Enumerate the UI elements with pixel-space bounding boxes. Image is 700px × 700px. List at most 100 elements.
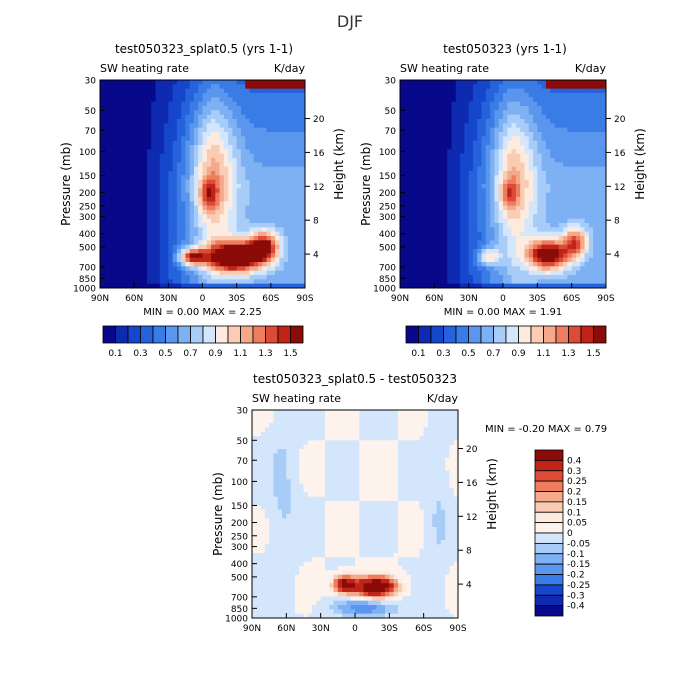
heatmap-cell [537, 184, 543, 189]
heatmap-cell [417, 210, 422, 215]
heatmap-cell [202, 231, 208, 237]
heatmap-cell [198, 201, 203, 207]
heatmap-cell [528, 106, 534, 111]
heatmap-cell [537, 158, 543, 163]
heatmap-cell [567, 97, 573, 103]
heatmap-cell [490, 153, 495, 159]
heatmap-cell [558, 218, 564, 224]
heatmap-cell [146, 140, 152, 146]
heatmap-cell [185, 192, 191, 198]
heatmap-cell [408, 93, 414, 98]
heatmap-cell [601, 110, 607, 116]
heatmap-cell [442, 223, 448, 228]
heatmap-cell [558, 162, 564, 168]
heatmap-cell [121, 175, 127, 181]
heatmap-cell [498, 136, 504, 142]
heatmap-cell [253, 266, 259, 272]
heatmap-cell [193, 227, 199, 233]
heatmap-cell [400, 227, 405, 233]
heatmap-cell [554, 231, 560, 237]
heatmap-cell [193, 175, 199, 181]
heatmap-cell [498, 88, 504, 94]
heatmap-cell [292, 283, 297, 289]
heatmap-cell [593, 236, 598, 241]
heatmap-cell [520, 179, 525, 185]
heatmap-cell [601, 93, 607, 98]
heatmap-cell [279, 149, 285, 155]
heatmap-cell [584, 279, 590, 285]
heatmap-cell [468, 270, 474, 276]
heatmap-cell [125, 275, 131, 280]
heatmap-cell [412, 162, 418, 168]
heatmap-cell [245, 231, 250, 237]
heatmap-cell [240, 192, 246, 198]
heatmap-cell [266, 223, 272, 228]
heatmap-cell [449, 410, 455, 415]
heatmap-cell [524, 127, 530, 133]
heatmap-cell [223, 184, 229, 189]
heatmap-cell [503, 140, 508, 146]
heatmap-cell [151, 84, 156, 90]
colorbar-swatch [277, 325, 291, 344]
heatmap-cell [198, 97, 203, 103]
heatmap-cell [584, 205, 590, 211]
heatmap-cell [287, 132, 293, 137]
heatmap-cell [253, 240, 259, 246]
heatmap-cell [442, 214, 448, 220]
heatmap-cell [494, 132, 500, 137]
heatmap-cell [451, 179, 457, 185]
heatmap-cell [520, 127, 525, 133]
heatmap-cell [507, 236, 512, 241]
heatmap-cell [563, 119, 568, 124]
heatmap-cell [185, 275, 191, 280]
heatmap-cell [567, 93, 573, 98]
heatmap-cell [554, 197, 560, 202]
heatmap-cell [472, 201, 478, 207]
heatmap-cell [112, 283, 118, 289]
heatmap-cell [511, 253, 517, 259]
heatmap-cell [189, 158, 195, 163]
heatmap-cell [121, 227, 127, 233]
heatmap-cell [537, 192, 543, 198]
heatmap-cell [181, 106, 186, 111]
heatmap-cell [232, 205, 238, 211]
heatmap-cell [125, 171, 131, 176]
heatmap-cell [412, 262, 418, 267]
heatmap-cell [571, 132, 577, 137]
heatmap-cell [485, 210, 491, 215]
heatmap-cell [575, 244, 581, 250]
heatmap-cell [545, 249, 551, 254]
heatmap-cell [472, 223, 478, 228]
heatmap-cell [112, 249, 118, 254]
heatmap-cell [558, 175, 564, 181]
heatmap-cell [262, 275, 267, 280]
heatmap-cell [300, 80, 306, 85]
heatmap-cell [245, 132, 250, 137]
heatmap-cell [408, 283, 414, 289]
heatmap-cell [511, 110, 517, 116]
heatmap-cell [172, 140, 178, 146]
heatmap-cell [100, 93, 105, 98]
heatmap-cell [464, 136, 470, 142]
heatmap-cell [155, 110, 161, 116]
heatmap-cell [550, 171, 555, 176]
heatmap-cell [601, 149, 607, 155]
heatmap-cell [125, 110, 131, 116]
heatmap-cell [253, 192, 259, 198]
heatmap-cell [219, 84, 225, 90]
heatmap-cell [472, 171, 478, 176]
heatmap-cell [223, 175, 229, 181]
heatmap-cell [498, 244, 504, 250]
heatmap-cell [417, 279, 422, 285]
heatmap-cell [283, 218, 289, 224]
heatmap-cell [490, 123, 495, 129]
heatmap-cell [430, 275, 435, 280]
heatmap-cell [168, 84, 173, 90]
heatmap-cell [417, 218, 422, 224]
heatmap-cell [571, 266, 577, 272]
heatmap-cell [438, 119, 444, 124]
heatmap-cell [121, 162, 127, 168]
heatmap-cell [266, 171, 272, 176]
heatmap-cell [601, 214, 607, 220]
heatmap-cell [108, 262, 114, 267]
